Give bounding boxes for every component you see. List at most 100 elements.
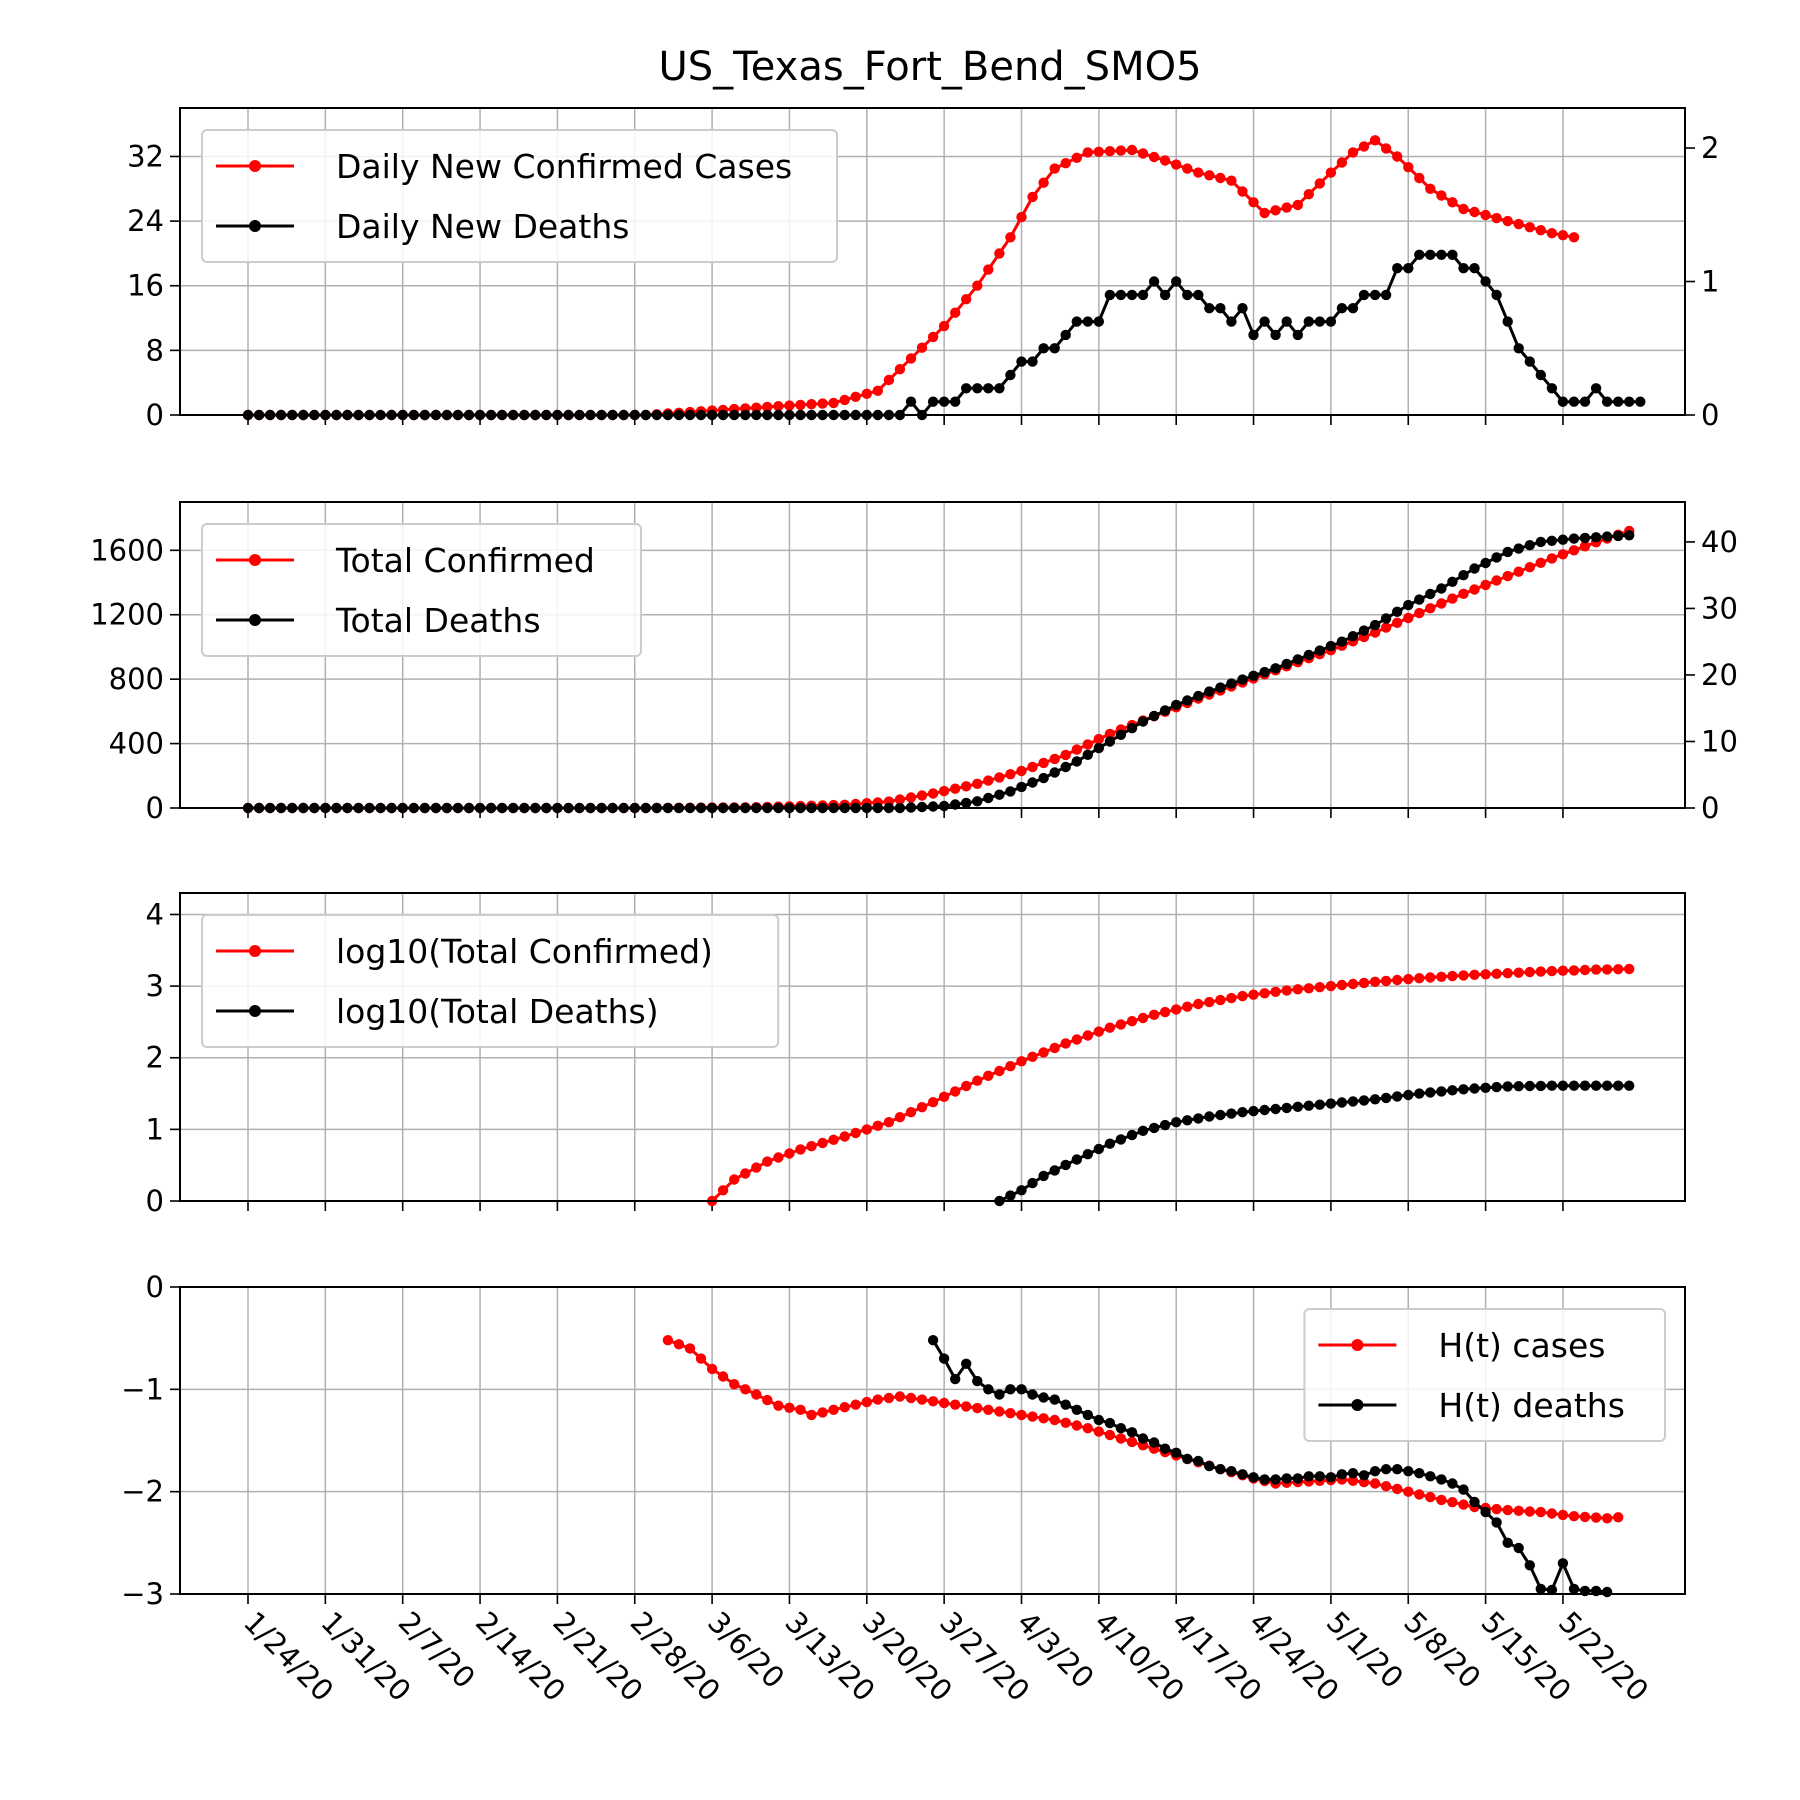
data-point (1524, 1560, 1536, 1571)
data-point (1491, 1503, 1502, 1515)
data-point (927, 1097, 939, 1108)
data-point (1204, 303, 1215, 314)
data-point (1425, 1087, 1436, 1098)
data-point (916, 1102, 928, 1113)
legend-label: Daily New Deaths (336, 207, 629, 246)
data-point (927, 1335, 939, 1346)
legend-swatch-marker (249, 554, 261, 566)
axes-frame (179, 1286, 1686, 1595)
data-point (1193, 690, 1204, 702)
data-point (1590, 383, 1602, 394)
legend-box (201, 914, 780, 1048)
y-tick-label: 1200 (90, 598, 164, 632)
data-point (1049, 1042, 1060, 1054)
data-point (1392, 617, 1403, 628)
data-point (883, 1117, 895, 1128)
data-point (1148, 151, 1160, 163)
data-point (950, 396, 961, 407)
data-point (1568, 965, 1580, 976)
data-point (1380, 975, 1392, 987)
data-point (1038, 757, 1049, 769)
legend: Daily New Confirmed Cases Daily New Death… (201, 129, 838, 263)
data-point (729, 1174, 740, 1185)
data-point (1380, 1464, 1392, 1475)
data-point (1137, 716, 1149, 727)
data-point (1436, 1494, 1447, 1506)
data-point (828, 1404, 839, 1416)
data-point (1358, 625, 1370, 636)
data-point (1624, 530, 1635, 541)
data-point (916, 790, 928, 801)
data-point (1491, 1081, 1502, 1093)
legend-label: log10(Total Deaths) (336, 992, 659, 1031)
y-tick-label: 0 (146, 1270, 164, 1304)
data-point (1535, 536, 1547, 548)
data-point (1447, 249, 1458, 260)
data-point (1171, 159, 1182, 170)
data-point (1093, 733, 1105, 745)
data-point (1226, 1466, 1237, 1477)
data-point (1513, 566, 1524, 577)
data-point (1403, 599, 1414, 611)
data-point (1237, 990, 1248, 1002)
data-point (1524, 1506, 1536, 1517)
data-point (905, 792, 917, 803)
axes-frame (179, 107, 1686, 416)
data-point (894, 794, 906, 805)
data-point (1447, 576, 1458, 587)
data-point (1358, 1095, 1370, 1106)
data-point (1535, 557, 1547, 568)
data-point (994, 1065, 1005, 1077)
data-point (1414, 594, 1425, 605)
data-point (972, 778, 983, 789)
data-point (1480, 557, 1491, 569)
data-point (1579, 532, 1591, 544)
data-point (1535, 369, 1547, 381)
data-point (1601, 396, 1613, 407)
data-point (1336, 303, 1348, 314)
data-point (1314, 982, 1326, 993)
data-point (1325, 1472, 1337, 1483)
data-point (1392, 1483, 1403, 1495)
data-point (1292, 329, 1304, 341)
data-point (662, 1335, 674, 1346)
data-point (972, 1075, 983, 1086)
data-point (1281, 1473, 1292, 1484)
data-point (1513, 343, 1524, 354)
data-point (1016, 1056, 1027, 1067)
y2-tick-label: 10 (1701, 724, 1738, 758)
data-point (1601, 964, 1613, 975)
data-point (1414, 172, 1425, 184)
data-point (1292, 1473, 1304, 1484)
data-point (751, 402, 762, 413)
data-point (1226, 992, 1237, 1004)
data-point (1148, 1122, 1160, 1134)
data-point (1226, 175, 1237, 186)
data-point (1546, 1508, 1558, 1519)
data-point (1447, 1085, 1458, 1096)
y-tick-label: −3 (121, 1577, 164, 1611)
data-point (872, 1120, 883, 1132)
data-point (1104, 1138, 1116, 1149)
data-point (1491, 575, 1502, 586)
data-point (773, 401, 784, 412)
data-point (1403, 1466, 1414, 1477)
data-point (1480, 969, 1491, 980)
data-point (1226, 316, 1237, 327)
data-point (1403, 1486, 1414, 1497)
data-point (1148, 710, 1160, 722)
data-point (806, 1409, 817, 1421)
data-point (1115, 729, 1127, 740)
data-point (1270, 663, 1281, 674)
y-tick-label: 1600 (90, 533, 164, 567)
data-point (961, 1358, 972, 1370)
legend-label: Total Confirmed (335, 541, 595, 580)
data-point (673, 1339, 685, 1350)
data-point (1336, 157, 1348, 168)
data-point (762, 401, 773, 413)
data-point (1292, 654, 1304, 665)
data-point (872, 1394, 883, 1405)
data-point (1579, 1080, 1591, 1091)
data-point (1115, 1019, 1127, 1030)
